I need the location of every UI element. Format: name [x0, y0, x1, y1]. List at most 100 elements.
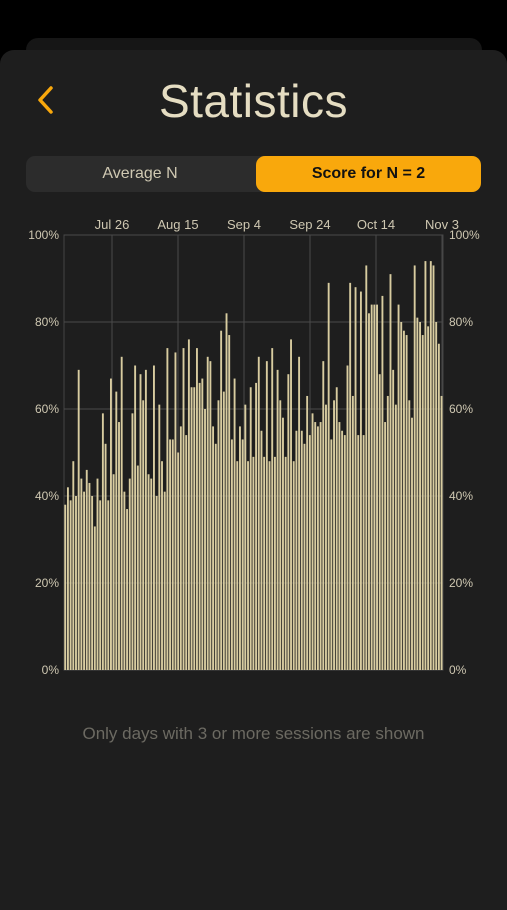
bar — [298, 356, 301, 670]
bar — [171, 439, 174, 670]
page-title: Statistics — [158, 75, 349, 127]
bar — [386, 395, 389, 670]
bar — [233, 378, 236, 670]
bar — [64, 504, 67, 670]
bar — [419, 322, 421, 670]
y-tick-label-left: 100% — [28, 228, 59, 242]
bar — [128, 478, 131, 670]
bar — [252, 456, 255, 670]
bar — [284, 456, 287, 670]
bar — [112, 474, 115, 670]
bar — [249, 387, 252, 670]
bar — [357, 435, 360, 670]
bar — [292, 461, 295, 670]
y-tick-label-left: 60% — [35, 402, 59, 416]
bar — [182, 348, 185, 670]
bar — [228, 335, 231, 670]
bar — [330, 439, 333, 670]
bar — [322, 361, 325, 670]
y-tick-label-left: 40% — [35, 489, 59, 503]
bar — [411, 417, 413, 670]
bar — [341, 430, 344, 670]
bar — [142, 400, 145, 670]
bar — [163, 491, 166, 670]
bar — [311, 413, 314, 670]
x-tick-label: Sep 4 — [227, 217, 261, 232]
bar — [241, 439, 244, 670]
bar — [201, 378, 204, 670]
bar — [190, 387, 193, 670]
bar — [96, 478, 99, 670]
bar — [101, 413, 104, 670]
bar — [424, 261, 427, 670]
bar — [429, 261, 432, 670]
bar — [295, 430, 298, 670]
x-tick-label: Sep 24 — [289, 217, 330, 232]
bar — [131, 413, 134, 670]
bar — [303, 443, 306, 670]
bar — [335, 387, 338, 670]
back-button[interactable] — [30, 80, 62, 120]
bar — [244, 404, 247, 670]
bar — [187, 339, 190, 670]
bar — [263, 456, 266, 670]
bar — [109, 378, 112, 670]
bar — [153, 365, 155, 670]
bar — [115, 391, 118, 670]
bar — [255, 382, 258, 670]
bar — [282, 417, 284, 670]
bar — [99, 500, 102, 670]
bar — [239, 426, 241, 670]
bar — [421, 335, 424, 670]
bar — [276, 369, 279, 670]
bar — [80, 478, 83, 670]
bar — [432, 265, 435, 670]
bar — [370, 304, 373, 670]
bar — [185, 435, 188, 670]
bar — [222, 391, 225, 670]
bar — [338, 422, 341, 670]
bar — [209, 361, 212, 670]
bar — [389, 274, 392, 670]
bar — [169, 439, 172, 670]
tab-average-n[interactable]: Average N — [102, 165, 178, 182]
bar — [397, 304, 400, 670]
bar — [316, 426, 319, 670]
bar — [376, 304, 378, 670]
bar — [408, 400, 411, 670]
bar — [85, 469, 88, 670]
y-tick-label-right: 60% — [449, 402, 473, 416]
bar — [206, 356, 209, 670]
bar — [306, 395, 309, 670]
tab-score-for-n[interactable]: Score for N = 2 — [256, 156, 481, 192]
bar — [271, 348, 274, 670]
bar — [247, 461, 249, 670]
bar — [279, 400, 282, 670]
bar — [394, 404, 397, 670]
bar — [384, 422, 387, 670]
bar — [416, 317, 419, 670]
bar — [147, 474, 150, 670]
bar — [308, 435, 311, 670]
y-tick-label-right: 0% — [449, 663, 467, 677]
bar — [351, 395, 354, 670]
y-tick-label-left: 20% — [35, 576, 59, 590]
bar — [196, 348, 198, 670]
bar — [413, 265, 416, 670]
bar — [349, 282, 352, 670]
bar — [265, 361, 268, 670]
bar — [365, 265, 368, 670]
bar — [268, 461, 271, 670]
bar — [139, 374, 142, 670]
bar — [273, 456, 276, 670]
bar — [166, 348, 169, 670]
bar — [214, 443, 217, 670]
bar — [346, 365, 349, 670]
bar — [392, 369, 395, 670]
y-tick-label-left: 80% — [35, 315, 59, 329]
bar — [325, 404, 327, 670]
bar — [75, 496, 77, 670]
x-tick-label: Jul 26 — [95, 217, 130, 232]
bar — [368, 313, 370, 670]
segmented-control: Average N Score for N = 2 — [26, 156, 481, 192]
